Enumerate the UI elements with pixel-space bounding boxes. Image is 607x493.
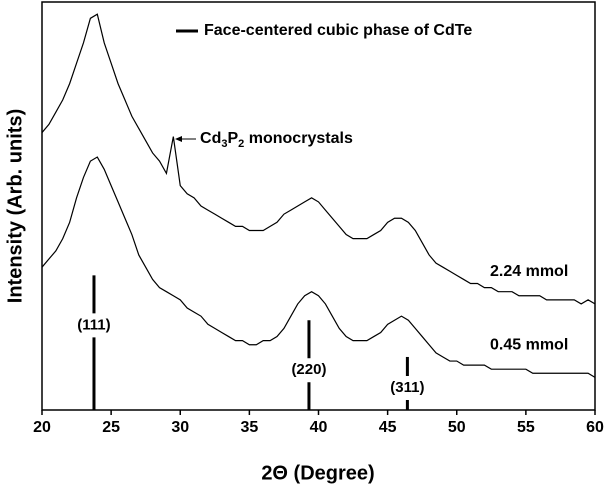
y-axis-title: Intensity (Arb. units): [4, 109, 26, 303]
data-line: [41, 13, 596, 305]
arrow-head: [175, 136, 182, 142]
series-label: 0.45 mmol: [490, 336, 568, 353]
x-tick-label: 30: [171, 419, 189, 436]
x-tick-label: 45: [379, 419, 397, 436]
x-axis-title: 2Θ (Degree): [261, 462, 374, 484]
x-tick-label: 25: [102, 419, 120, 436]
x-tick-label: 60: [586, 419, 604, 436]
legend-label: Face-centered cubic phase of CdTe: [204, 22, 472, 39]
x-tick-label: 55: [517, 419, 535, 436]
x-tick-label: 20: [33, 419, 51, 436]
series-label: 2.24 mmol: [490, 263, 568, 280]
annotation: Cd3P2 monocrystals: [200, 130, 353, 150]
data-line: [41, 156, 596, 378]
reference-label: (220): [291, 361, 326, 378]
reference-label: (111): [77, 316, 110, 333]
x-tick-label: 35: [240, 419, 258, 436]
x-tick-label: 50: [448, 419, 466, 436]
reference-label: (311): [390, 379, 424, 396]
x-tick-label: 40: [310, 419, 328, 436]
